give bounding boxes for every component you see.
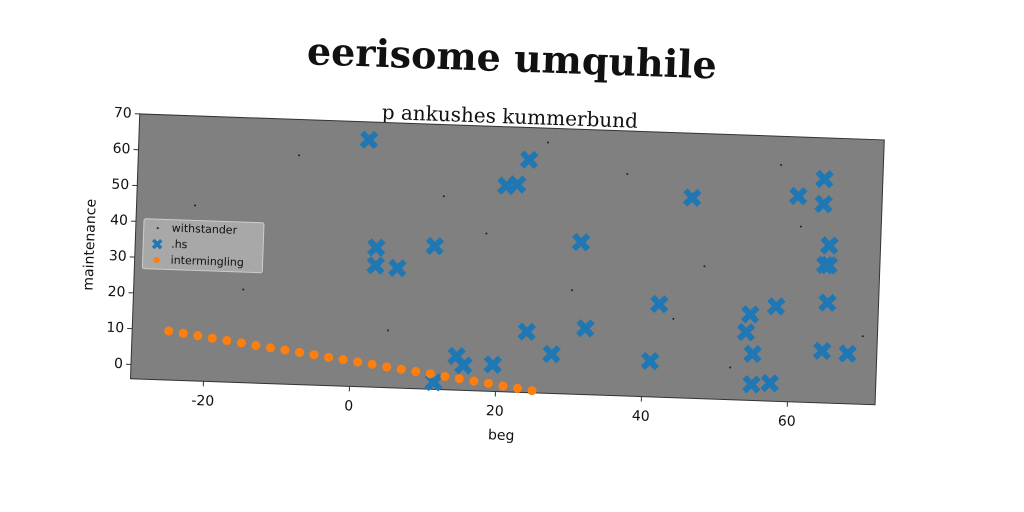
marker-dot — [382, 362, 392, 372]
marker-dot — [485, 232, 488, 235]
marker-dot — [527, 386, 537, 396]
marker-x — [359, 130, 379, 150]
x-tick-label: -20 — [191, 393, 214, 410]
marker-x — [682, 188, 702, 207]
marker-dot — [780, 163, 783, 166]
marker-x — [571, 232, 591, 252]
x-tick-label: 0 — [344, 398, 353, 414]
marker-dot — [626, 172, 629, 175]
marker-dot — [207, 333, 217, 343]
marker-dot — [242, 288, 245, 291]
marker-x — [736, 322, 756, 342]
marker-dot — [153, 257, 160, 264]
marker-x — [454, 356, 473, 375]
y-axis-label: maintenance — [81, 199, 100, 291]
marker-x — [542, 344, 561, 364]
marker-x — [741, 305, 760, 324]
marker-dot — [703, 265, 706, 268]
marker-x — [814, 194, 833, 214]
x-tick-label: 60 — [778, 413, 796, 430]
marker-dot — [156, 227, 159, 230]
marker-dot — [571, 289, 574, 292]
marker-x — [742, 375, 761, 394]
marker-dot — [338, 355, 348, 365]
marker-x — [483, 355, 503, 374]
marker-dot — [498, 381, 508, 391]
marker-x — [838, 344, 857, 363]
marker-x — [519, 150, 539, 170]
marker-dot — [194, 204, 197, 207]
marker-dot — [298, 154, 301, 157]
y-tick-label: 30 — [109, 248, 127, 265]
y-tick-label: 50 — [111, 177, 129, 194]
marker-dot — [164, 326, 174, 336]
marker-x — [508, 175, 527, 194]
marker-x — [425, 236, 445, 256]
marker-dot — [442, 195, 445, 198]
marker-dot — [280, 345, 290, 355]
marker-dot — [178, 328, 188, 338]
marker-x — [640, 351, 660, 371]
marker-x — [576, 319, 595, 338]
marker-dot — [469, 376, 479, 386]
marker-dot — [396, 364, 406, 374]
marker-dot — [483, 378, 493, 388]
marker-dot — [251, 341, 261, 351]
marker-x — [766, 297, 786, 316]
marker-dot — [425, 369, 435, 379]
marker-x — [788, 186, 808, 206]
marker-x — [366, 238, 386, 257]
marker-dot — [265, 343, 275, 353]
marker-dot — [799, 225, 802, 228]
marker-dot — [236, 338, 246, 348]
marker-x — [650, 294, 669, 314]
marker-dot — [861, 335, 864, 338]
marker-x — [388, 258, 407, 278]
y-tick-label: 40 — [110, 212, 128, 229]
legend-label: withstander — [172, 222, 238, 237]
marker-dot — [324, 352, 334, 362]
marker-dot — [367, 359, 377, 369]
marker-dot — [309, 350, 319, 360]
marker-dot — [411, 367, 421, 377]
marker-dot — [672, 317, 675, 320]
y-tick-label: 10 — [106, 320, 124, 337]
marker-x — [760, 373, 780, 393]
x-tick-label: 40 — [632, 408, 650, 425]
legend-label: intermingling — [170, 254, 244, 270]
marker-x — [820, 236, 839, 255]
marker-dot — [353, 357, 363, 367]
marker-x — [818, 293, 837, 313]
marker-dot — [440, 371, 450, 381]
y-tick-label: 0 — [114, 356, 123, 372]
marker-dot — [294, 347, 304, 357]
marker-dot — [454, 374, 464, 384]
x-axis-label: beg — [488, 427, 515, 444]
marker-dot — [193, 331, 203, 341]
legend-label: .hs — [171, 238, 188, 252]
y-tick-label: 70 — [114, 105, 132, 122]
marker-dot — [729, 366, 732, 369]
marker-x — [743, 344, 762, 364]
marker-x — [815, 169, 834, 189]
y-tick-label: 20 — [107, 284, 125, 301]
marker-x — [819, 255, 839, 275]
marker-dot — [547, 141, 550, 144]
marker-dot — [222, 336, 232, 346]
legend-box — [141, 218, 265, 274]
marker-dot — [386, 329, 389, 332]
marker-x — [812, 341, 832, 361]
x-tick-label: 20 — [486, 403, 504, 420]
legend: withstander.hs intermingling — [141, 218, 265, 274]
marker-x — [366, 256, 385, 275]
chart-title: eerisome umquhile — [306, 28, 717, 87]
y-tick-label: 60 — [112, 141, 130, 158]
marker-dot — [512, 383, 522, 393]
marker-x — [517, 322, 537, 341]
chart-body: eerisome umquhile p ankushes kummerbund … — [81, 28, 885, 444]
plot-area — [129, 113, 885, 406]
marker-x — [151, 238, 163, 250]
